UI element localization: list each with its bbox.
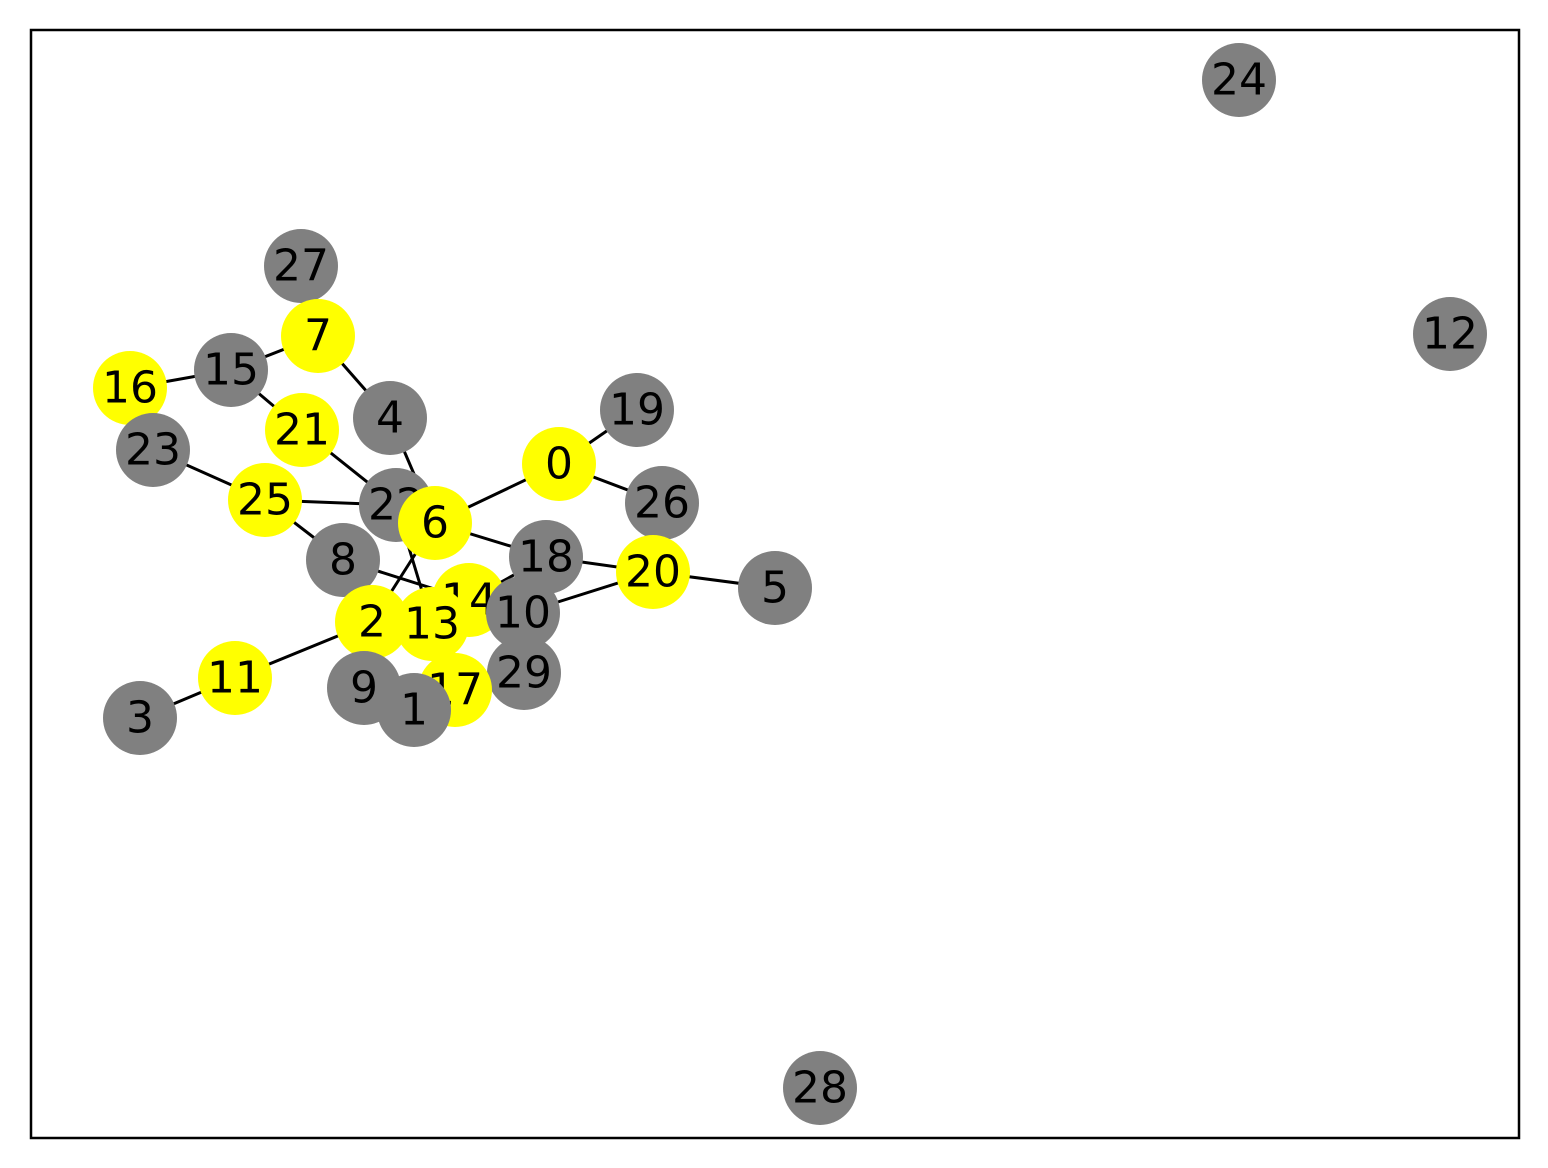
node-circle xyxy=(194,333,268,407)
node-circle xyxy=(103,681,177,755)
node-circle xyxy=(265,393,339,467)
node-label: 5 xyxy=(761,563,789,614)
node-circle xyxy=(116,413,190,487)
node-circle xyxy=(228,463,302,537)
node-circle xyxy=(281,299,355,373)
node-circle xyxy=(522,427,596,501)
node-10: 10 xyxy=(486,576,560,650)
node-circle xyxy=(487,636,561,710)
node-label: 25 xyxy=(237,475,293,526)
node-circle xyxy=(198,641,272,715)
node-label: 24 xyxy=(1211,55,1267,106)
node-4: 4 xyxy=(353,381,427,455)
node-19: 19 xyxy=(600,373,674,447)
node-28: 28 xyxy=(783,1051,857,1125)
node-circle xyxy=(486,576,560,650)
node-label: 6 xyxy=(421,498,449,549)
node-label: 7 xyxy=(304,311,332,362)
node-24: 24 xyxy=(1202,43,1276,117)
node-2: 2 xyxy=(335,585,409,659)
node-5: 5 xyxy=(738,551,812,625)
node-label: 13 xyxy=(404,599,460,650)
node-18: 18 xyxy=(509,520,583,594)
node-label: 4 xyxy=(376,393,404,444)
node-label: 18 xyxy=(518,532,574,583)
node-circle xyxy=(353,381,427,455)
node-20: 20 xyxy=(616,535,690,609)
node-label: 15 xyxy=(203,345,259,396)
node-circle xyxy=(93,351,167,425)
node-label: 26 xyxy=(634,478,690,529)
node-circle xyxy=(1413,297,1487,371)
node-label: 10 xyxy=(495,588,551,639)
node-label: 29 xyxy=(496,648,552,699)
node-label: 20 xyxy=(625,547,681,598)
node-label: 28 xyxy=(792,1063,848,1114)
node-label: 21 xyxy=(274,405,330,456)
plot-frame xyxy=(29,28,1521,1140)
node-12: 12 xyxy=(1413,297,1487,371)
node-3: 3 xyxy=(103,681,177,755)
node-label: 9 xyxy=(350,663,378,714)
node-circle xyxy=(398,486,472,560)
node-circle xyxy=(625,466,699,540)
node-circle xyxy=(335,585,409,659)
node-0: 0 xyxy=(522,427,596,501)
node-6: 6 xyxy=(398,486,472,560)
node-circle xyxy=(264,229,338,303)
node-label: 0 xyxy=(545,439,573,490)
node-29: 29 xyxy=(487,636,561,710)
node-circle xyxy=(306,523,380,597)
node-circle xyxy=(395,587,469,661)
node-label: 1 xyxy=(400,685,428,736)
node-23: 23 xyxy=(116,413,190,487)
node-circle xyxy=(616,535,690,609)
node-25: 25 xyxy=(228,463,302,537)
node-1: 1 xyxy=(377,673,451,747)
node-15: 15 xyxy=(194,333,268,407)
node-label: 11 xyxy=(207,653,263,704)
node-16: 16 xyxy=(93,351,167,425)
node-label: 19 xyxy=(609,385,665,436)
node-circle xyxy=(738,551,812,625)
node-7: 7 xyxy=(281,299,355,373)
node-21: 21 xyxy=(265,393,339,467)
node-label: 16 xyxy=(102,363,158,414)
node-11: 11 xyxy=(198,641,272,715)
node-label: 8 xyxy=(329,535,357,586)
node-circle xyxy=(509,520,583,594)
node-circle xyxy=(600,373,674,447)
node-circle xyxy=(783,1051,857,1125)
node-label: 2 xyxy=(358,597,386,648)
node-circle xyxy=(1202,43,1276,117)
node-8: 8 xyxy=(306,523,380,597)
node-26: 26 xyxy=(625,466,699,540)
node-27: 27 xyxy=(264,229,338,303)
node-circle xyxy=(377,673,451,747)
node-13: 13 xyxy=(395,587,469,661)
node-label: 23 xyxy=(125,425,181,476)
node-label: 3 xyxy=(126,693,154,744)
node-label: 12 xyxy=(1422,309,1478,360)
node-label: 27 xyxy=(273,241,329,292)
